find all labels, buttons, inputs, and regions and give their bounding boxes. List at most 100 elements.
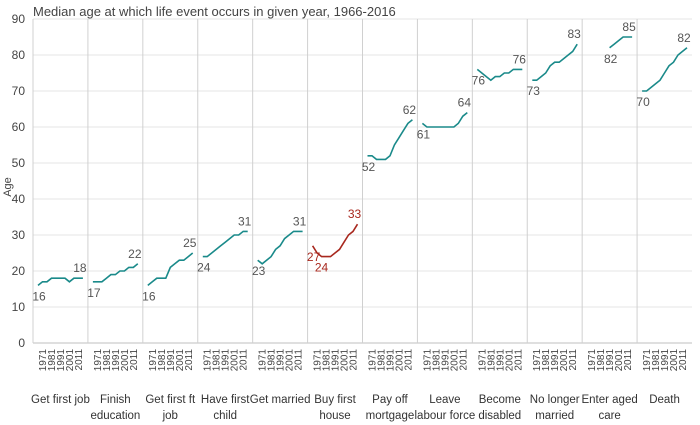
y-tick-label: 10 [12,300,26,314]
data-label-first: 73 [527,84,541,98]
data-label-min: 24 [315,261,329,275]
data-label-last: 31 [238,214,252,228]
y-tick-label: 40 [12,192,26,206]
x-tick-label: 2011 [184,349,195,371]
x-tick-label: 2011 [513,349,524,371]
x-tick-label: 2011 [239,349,250,371]
data-label-last: 83 [567,27,581,41]
data-label-first: 16 [32,289,46,303]
panel-separators [32,19,638,343]
category-label: Get married [250,394,311,406]
data-label-last: 85 [622,20,636,34]
y-tick-label: 60 [12,120,26,134]
category-label: Leave [429,394,460,406]
x-tick-label: 2001 [175,349,186,372]
chart-title: Median age at which life event occurs in… [33,4,396,19]
y-tick-label: 50 [12,156,26,170]
x-tick-label: 1981 [102,349,113,372]
x-tick-label: 2011 [349,349,360,371]
category-label: care [598,410,620,422]
x-tick-label: 1971 [258,349,269,372]
x-tick-label: 2001 [614,349,625,372]
x-tick-label: 1981 [267,349,278,372]
y-tick-label: 20 [12,264,26,278]
x-tick-label: 2001 [65,349,76,372]
x-tick-label: 1981 [322,349,333,372]
y-tick-label: 90 [12,12,26,26]
series-line [257,230,303,265]
category-label: Enter aged [581,394,637,406]
category-label: Finish [100,394,131,406]
data-label-first: 17 [87,286,101,300]
x-tick-label: 2011 [458,349,469,371]
x-tick-label: 2011 [74,349,85,371]
x-tick-label: 2001 [230,349,241,372]
series-line [421,111,468,128]
data-label-first: 82 [604,52,618,66]
category-label: house [319,410,350,422]
category-label: education [90,410,140,422]
x-tick-label: 2001 [340,349,351,372]
series-line [367,119,413,161]
x-tick-label: 1991 [166,349,177,372]
data-label-last: 82 [677,31,691,45]
data-label-first: 23 [252,264,266,278]
x-tick-label: 1981 [377,349,388,372]
x-tick-label: 1971 [587,349,598,372]
x-tick-label: 2001 [120,349,131,372]
x-tick-label: 1991 [221,349,232,372]
y-tick-label: 0 [18,336,25,350]
data-label-last: 18 [73,261,87,275]
x-tick-label: 2001 [285,349,296,372]
x-tick-label: 1971 [368,349,379,372]
x-tick-label: 1991 [331,349,342,372]
x-tick-label: 2011 [678,349,689,371]
x-tick-label: 2011 [623,349,634,371]
y-tick-label: 70 [12,84,26,98]
x-tick-label: 1971 [313,349,324,372]
category-labels: Get first job Finish education Get first ft… [31,394,680,422]
category-label: Death [649,394,680,406]
series-line [476,68,523,82]
x-tick-label: 2001 [394,349,405,372]
data-label-first: 27 [307,250,321,264]
x-tick-label: 1981 [431,349,442,372]
x-tick-label: 1981 [157,349,168,372]
x-tick-label: 1981 [47,349,58,372]
data-label-last: 33 [348,207,362,221]
y-axis-ticks: 0 10 20 30 40 50 60 70 80 90 [12,12,26,350]
x-tick-label: 1971 [148,349,159,372]
x-tick-label: 2011 [294,349,305,371]
data-label-first: 24 [197,261,211,275]
data-label-first: 76 [472,73,486,87]
x-tick-label: 1971 [422,349,433,372]
category-label: Become [479,394,521,406]
series-lines [37,36,688,287]
series-line [642,47,688,92]
category-label: disabled [478,410,521,422]
x-tick-label: 1971 [532,349,543,372]
x-tick-label: 1981 [541,349,552,372]
category-label: child [213,410,237,422]
category-label: No longer [530,394,580,406]
x-tick-label: 1981 [596,349,607,372]
x-tick-label: 2001 [449,349,460,372]
y-axis-label: Age [2,177,14,197]
x-tick-label: 2011 [129,349,140,371]
series-line [311,223,359,258]
data-label-last: 25 [183,236,197,250]
data-label-last: 62 [403,103,417,117]
category-label: labour force [415,410,476,422]
category-label: married [535,410,574,422]
x-tick-label: 1991 [386,349,397,372]
category-label: Get first ft [145,394,196,406]
x-tick-label: 2011 [568,349,579,371]
data-label-last: 76 [513,52,527,66]
x-tick-label: 1981 [212,349,223,372]
data-labels: 1618172216252431233127332452626164767673… [32,20,691,303]
data-label-last: 64 [458,96,472,110]
x-tick-label: 1991 [605,349,616,372]
x-tick-label: 1991 [550,349,561,372]
y-tick-label: 80 [12,48,26,62]
